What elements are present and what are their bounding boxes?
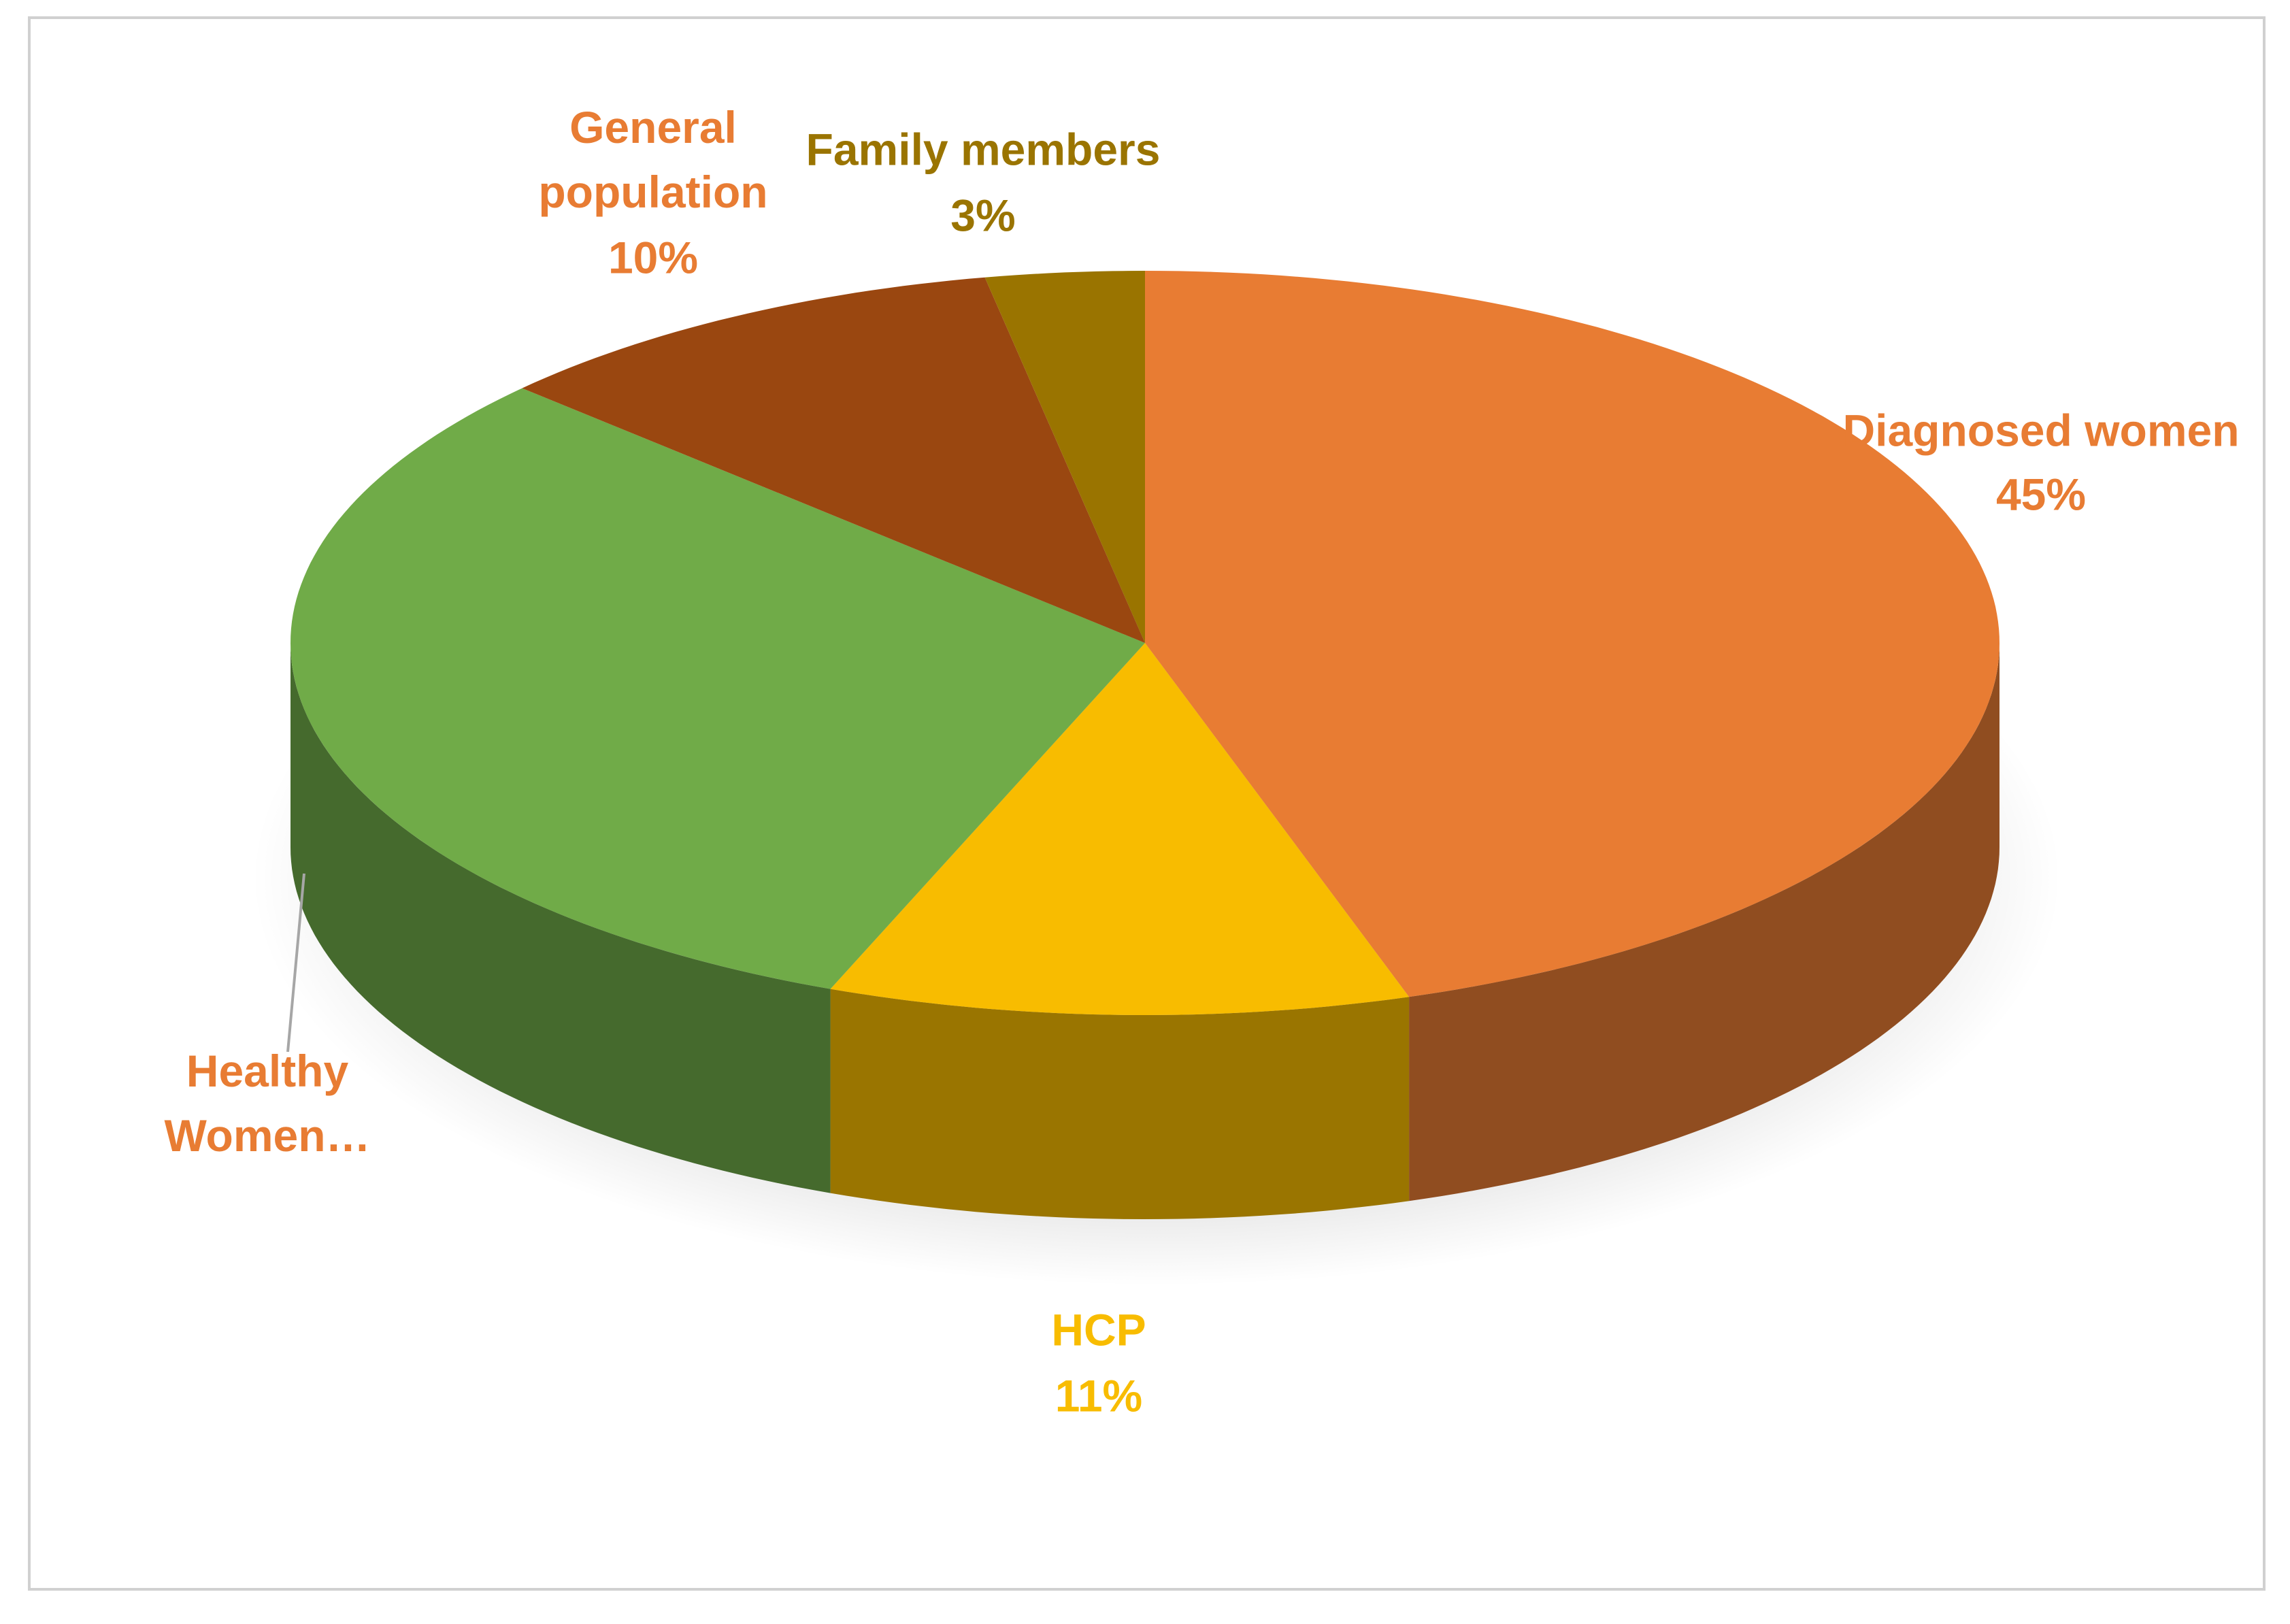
slice (291, 388, 1145, 989)
slice (830, 643, 1410, 1015)
data-label-value: 11% (1055, 1370, 1142, 1421)
data-label-name: Healthy Women… (164, 1046, 370, 1161)
slice (1145, 271, 1999, 997)
slice-side (291, 643, 831, 1193)
data-label-value: 10% (608, 232, 698, 282)
slice (984, 271, 1145, 643)
data-label-name: Family members (806, 124, 1161, 174)
data-label-name: Diagnosed women (1842, 405, 2239, 455)
slice-side (830, 989, 1410, 1219)
slice (522, 277, 1145, 643)
data-label-name: HCP (1051, 1304, 1146, 1355)
slice-side (1409, 643, 1999, 1202)
data-label-name: General population (538, 102, 767, 217)
data-label-value: 3% (950, 190, 1015, 240)
data-label-value: 45% (1996, 469, 2086, 519)
leader-line (286, 873, 305, 1053)
